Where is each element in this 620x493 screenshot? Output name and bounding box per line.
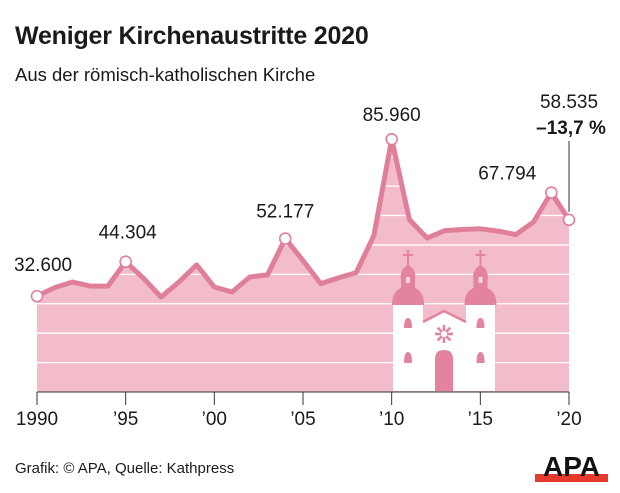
data-point-marker: [119, 255, 132, 268]
x-tick-label: ’15: [468, 409, 493, 430]
church-dome: [464, 265, 497, 305]
x-tick-label: ’00: [202, 409, 227, 430]
data-point-marker: [30, 289, 44, 303]
data-label: 32.600: [14, 255, 72, 276]
tower-window-lower: [404, 352, 412, 363]
tower-window-upper: [476, 318, 485, 328]
rose-window-petal: [445, 326, 452, 333]
dome-window: [478, 277, 483, 283]
x-tick-label: ’05: [290, 409, 315, 430]
church-gable: [422, 309, 467, 324]
tower-window-upper: [404, 318, 412, 328]
x-tick-label: 1990: [16, 409, 58, 430]
data-label: 52.177: [256, 202, 314, 223]
tower-window-lower: [476, 352, 485, 363]
data-point-marker: [562, 213, 576, 227]
cross-vertical: [479, 250, 482, 265]
data-label: 44.304: [99, 223, 158, 244]
data-label: 67.794: [478, 164, 537, 185]
data-point-marker: [278, 232, 292, 245]
church-dome: [392, 265, 424, 305]
dome-window: [406, 277, 410, 283]
church-left-tower: [393, 305, 423, 391]
data-label: 85.960: [363, 105, 421, 126]
chart-title: Weniger Kirchenaustritte 2020: [15, 22, 369, 50]
church-right-tower: [466, 305, 495, 391]
svg-text:APA: APA: [543, 452, 600, 482]
church-door: [435, 350, 453, 391]
x-tick-label: ’10: [379, 409, 404, 430]
rose-window-petal: [445, 335, 452, 342]
cross-vertical: [407, 250, 409, 265]
apa-logo: APA: [535, 452, 608, 482]
source-credit: Grafik: © APA, Quelle: Kathpress: [15, 460, 235, 477]
church-icon: [392, 250, 497, 391]
chart-subtitle: Aus der römisch-katholischen Kirche: [15, 64, 316, 85]
change-annotation: –13,7 %: [536, 118, 606, 139]
cross-horizontal: [403, 254, 413, 256]
x-tick-label: ’20: [556, 409, 581, 430]
x-tick-label: ’95: [113, 409, 138, 430]
data-point-marker: [385, 132, 398, 146]
cross-horizontal: [475, 254, 486, 256]
data-point-marker: [544, 186, 558, 199]
rose-window-petal: [436, 326, 443, 333]
rose-window-petal: [436, 335, 443, 342]
data-label: 58.535: [540, 92, 598, 113]
